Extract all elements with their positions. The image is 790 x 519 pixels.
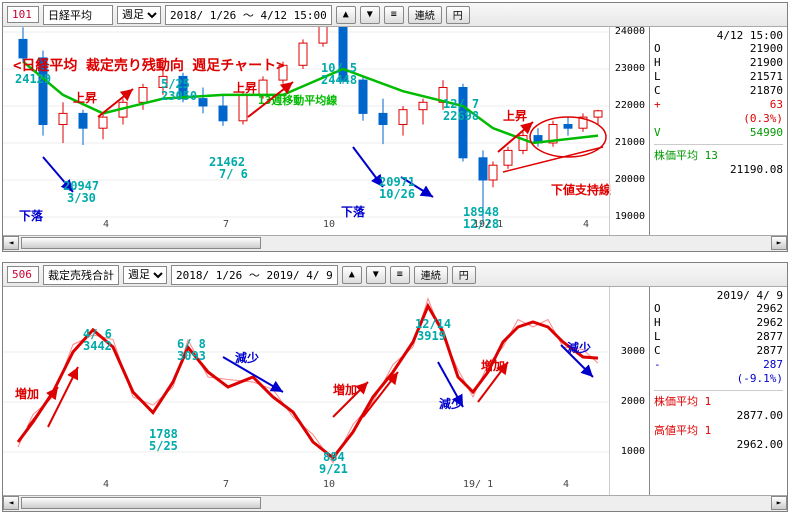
info-date: 2019/ 4/ 9	[654, 289, 783, 302]
down-button[interactable]: ▼	[366, 266, 386, 284]
top-chart: 13週移動平均線 24129上昇5/2523050上昇10/ 52444812/…	[3, 27, 649, 237]
code-input[interactable]: 101	[7, 6, 39, 23]
up-button[interactable]: ▲	[336, 6, 356, 24]
code-input[interactable]: 506	[7, 266, 39, 283]
list-button[interactable]: ≡	[384, 6, 404, 24]
name-box: 裁定売残合計	[43, 265, 119, 285]
bottom-yaxis: 100020003000	[609, 287, 649, 497]
down-button[interactable]: ▼	[360, 6, 380, 24]
yen-button[interactable]: 円	[446, 6, 470, 24]
up-button[interactable]: ▲	[342, 266, 362, 284]
top-scrollbar[interactable]: ◄ ►	[3, 235, 787, 251]
top-yaxis: 190002000021000220002300024000	[609, 27, 649, 237]
bottom-toolbar: 506 裁定売残合計 週足 2018/ 1/26 ～ 2019/ 4/ 9 ▲ …	[3, 263, 787, 287]
date-range: 2018/ 1/26 ～ 4/12 15:00	[165, 5, 332, 25]
period-select[interactable]: 週足	[117, 6, 161, 24]
yen-button[interactable]: 円	[452, 266, 476, 284]
period-select[interactable]: 週足	[123, 266, 167, 284]
name-box: 日経平均	[43, 5, 113, 25]
bottom-scrollbar[interactable]: ◄ ►	[3, 495, 787, 511]
info-date: 4/12 15:00	[654, 29, 783, 42]
list-button[interactable]: ≡	[390, 266, 410, 284]
top-toolbar: 101 日経平均 週足 2018/ 1/26 ～ 4/12 15:00 ▲ ▼ …	[3, 3, 787, 27]
continuous-button[interactable]: 連続	[408, 6, 442, 24]
continuous-button[interactable]: 連続	[414, 266, 448, 284]
date-range: 2018/ 1/26 ～ 2019/ 4/ 9	[171, 265, 338, 285]
bottom-info: 2019/ 4/ 9 O2962 H2962 L2877 C2877 -287 …	[649, 287, 787, 511]
top-info: 4/12 15:00 O21900 H21900 L21571 C21870 +…	[649, 27, 787, 251]
top-panel: 101 日経平均 週足 2018/ 1/26 ～ 4/12 15:00 ▲ ▼ …	[2, 2, 788, 252]
bottom-panel: 506 裁定売残合計 週足 2018/ 1/26 ～ 2019/ 4/ 9 ▲ …	[2, 262, 788, 512]
bottom-chart: 4/ 63442増加6/ 83093減少17885/25増加8849/2112/…	[3, 287, 649, 497]
